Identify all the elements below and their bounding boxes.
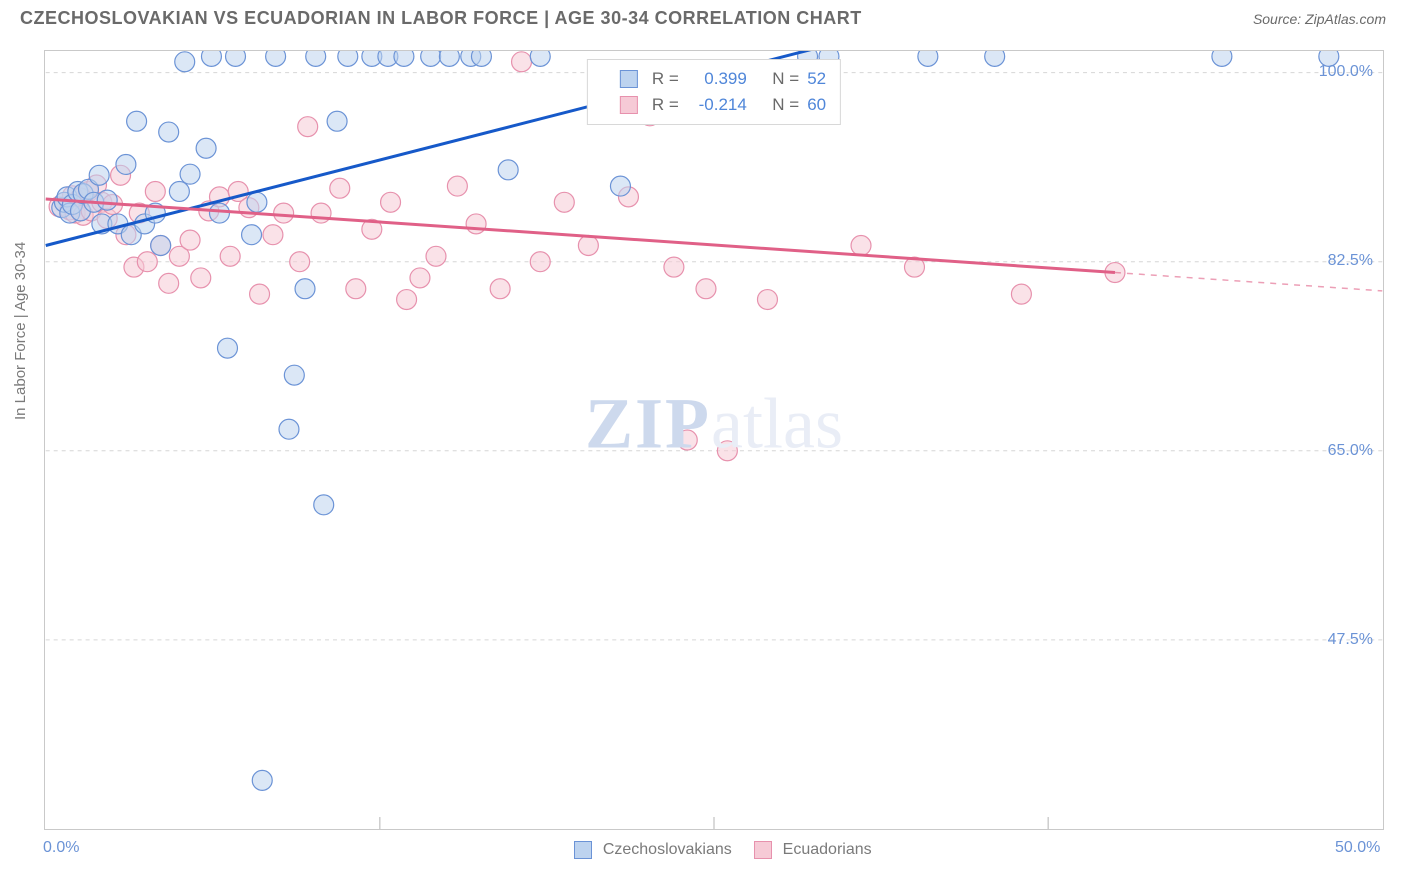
y-tick-label: 65.0% [1328, 442, 1373, 460]
stats-row-series1: R = 0.399 N = 52 [602, 66, 826, 92]
y-tick-label: 82.5% [1328, 252, 1373, 270]
r-value-series2: -0.214 [687, 92, 747, 118]
source-name: ZipAtlas.com [1305, 11, 1386, 27]
r-value-series1: 0.399 [687, 66, 747, 92]
n-label: N = [772, 92, 799, 118]
r-label: R = [652, 66, 679, 92]
swatch-series1 [620, 70, 638, 88]
legend-label-series2: Ecuadorians [783, 841, 872, 858]
chart-title: CZECHOSLOVAKIAN VS ECUADORIAN IN LABOR F… [20, 8, 862, 29]
bottom-legend: Czechoslovakians Ecuadorians [45, 841, 1383, 859]
y-tick-label: 100.0% [1319, 63, 1373, 81]
y-axis-label: In Labor Force | Age 30-34 [12, 242, 29, 420]
legend-label-series1: Czechoslovakians [603, 841, 732, 858]
source-prefix: Source: [1253, 11, 1305, 27]
chart-plot-area: ZIPatlas R = 0.399 N = 52 R = -0.214 N =… [44, 50, 1384, 830]
r-label: R = [652, 92, 679, 118]
n-label: N = [772, 66, 799, 92]
swatch-series2 [620, 96, 638, 114]
n-value-series1: 52 [807, 66, 826, 92]
correlation-stats-box: R = 0.399 N = 52 R = -0.214 N = 60 [587, 59, 841, 125]
legend-swatch-series1 [574, 841, 592, 859]
scatter-chart [45, 51, 1383, 829]
n-value-series2: 60 [807, 92, 826, 118]
stats-row-series2: R = -0.214 N = 60 [602, 92, 826, 118]
y-tick-label: 47.5% [1328, 631, 1373, 649]
source-attribution: Source: ZipAtlas.com [1253, 11, 1386, 27]
legend-swatch-series2 [754, 841, 772, 859]
